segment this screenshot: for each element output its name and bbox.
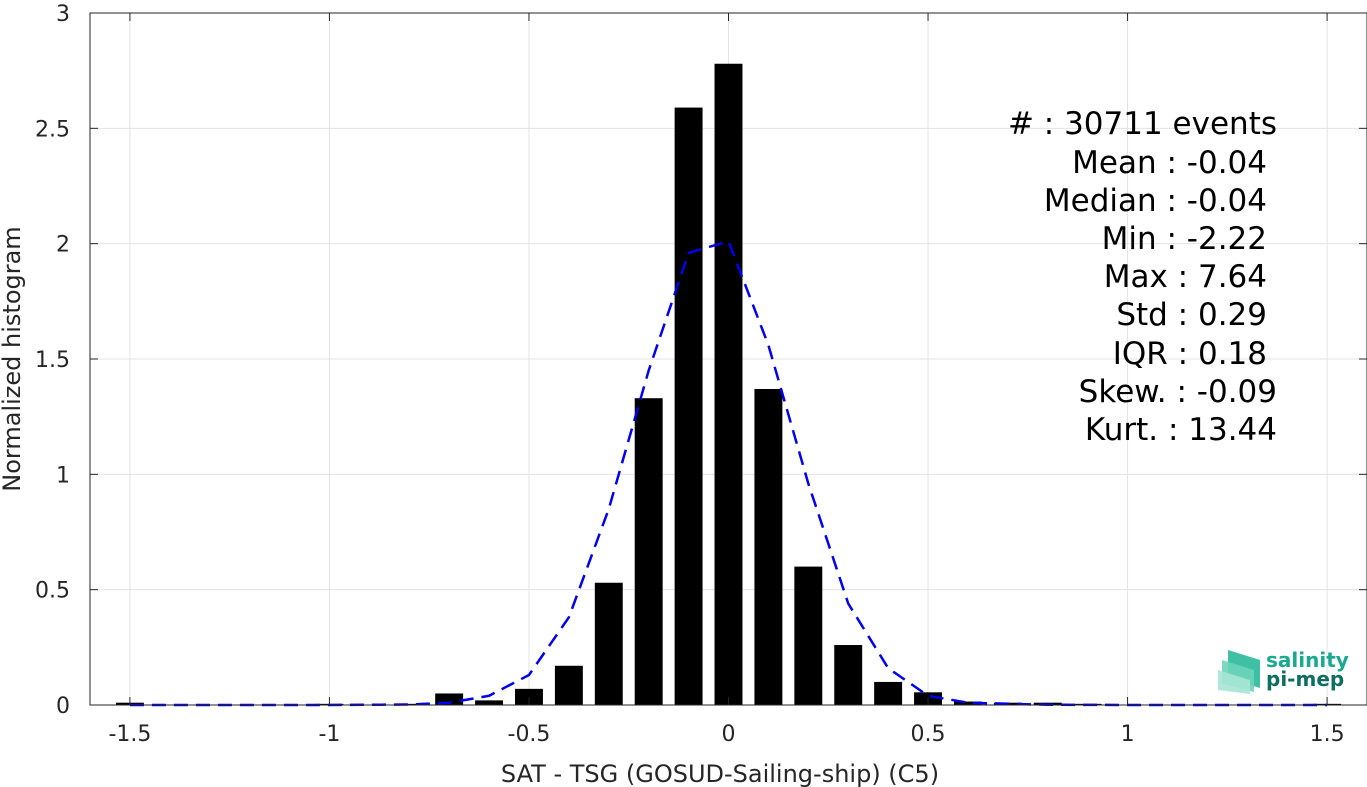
histogram-bar [874, 681, 903, 705]
histogram-bar [754, 388, 783, 705]
stat-skew: Skew. : -0.09 [1079, 374, 1277, 410]
stats-annotation: # : 30711 events Mean : -0.04 Median : -… [1008, 106, 1277, 448]
logo-pimep-text: pi-mep [1266, 667, 1344, 691]
stat-std: Std : 0.29 [1116, 297, 1267, 333]
y-tick-label: 3 [56, 2, 70, 27]
tick-labels: -1.5 -1 -0.5 0 0.5 1 1.5 0 0.5 1 1.5 2 2.5 3 [35, 2, 1367, 747]
histogram-bar [594, 582, 623, 705]
x-axis-label: SAT - TSG (GOSUD-Sailing-ship) (C5) [501, 760, 939, 787]
bars-layer [115, 63, 1342, 706]
stat-min: Min : -2.22 [1102, 221, 1267, 257]
salinity-pimep-logo: salinity pi-mep [1218, 648, 1349, 694]
histogram-bar [674, 107, 703, 705]
histogram-bar [515, 688, 543, 705]
y-tick-label: 1.5 [35, 348, 70, 373]
fit-curve-layer [129, 239, 1328, 707]
y-tick-label: 2.5 [35, 117, 70, 142]
stat-iqr: IQR : 0.18 [1113, 336, 1267, 372]
histogram-bar [554, 665, 583, 705]
y-axis-label: Normalized histogram [0, 226, 26, 491]
stat-kurt: Kurt. : 13.44 [1085, 412, 1277, 448]
wave-icon [1218, 650, 1260, 694]
gaussian-fit-line [129, 239, 1328, 707]
histogram-bar [475, 700, 504, 705]
histogram-bar [395, 703, 424, 705]
x-tick-label: -1.5 [108, 722, 151, 747]
stat-mean: Mean : -0.04 [1072, 145, 1267, 181]
x-tick-label: 0 [722, 722, 736, 747]
histogram-bar [714, 63, 743, 706]
histogram-bar [435, 693, 464, 705]
stat-max: Max : 7.64 [1104, 259, 1267, 295]
stat-median: Median : -0.04 [1044, 183, 1267, 219]
histogram-bar [834, 645, 863, 705]
x-tick-label: 1.5 [1310, 722, 1345, 747]
logo-salinity-text: salinity [1266, 648, 1349, 672]
histogram-bar [794, 566, 823, 705]
histogram-bar [953, 701, 982, 705]
x-tick-label: 0.5 [911, 722, 946, 747]
y-tick-label: 0 [56, 694, 70, 719]
x-tick-label: -0.5 [508, 722, 551, 747]
x-tick-label: -1 [318, 722, 340, 747]
histogram-bar [634, 398, 663, 705]
y-tick-label: 0.5 [35, 579, 70, 604]
stat-events: # : 30711 events [1008, 106, 1277, 142]
y-tick-label: 1 [56, 463, 70, 488]
y-tick-label: 2 [56, 233, 70, 258]
x-tick-label: 1 [1121, 722, 1135, 747]
